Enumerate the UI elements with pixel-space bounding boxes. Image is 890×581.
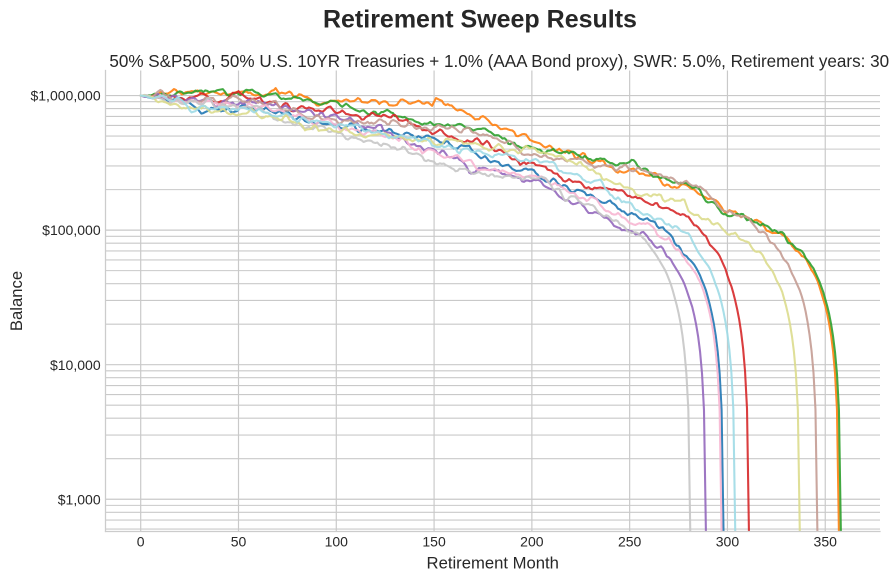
svg-text:0: 0: [137, 534, 145, 550]
svg-text:350: 350: [814, 534, 838, 550]
svg-text:50% S&P500, 50% U.S. 10YR Trea: 50% S&P500, 50% U.S. 10YR Treasuries + 1…: [109, 52, 889, 71]
svg-text:Retirement Month: Retirement Month: [427, 553, 559, 572]
svg-text:250: 250: [618, 534, 642, 550]
svg-text:200: 200: [520, 534, 544, 550]
svg-text:$10,000: $10,000: [50, 357, 101, 373]
svg-text:150: 150: [422, 534, 446, 550]
svg-text:$100,000: $100,000: [42, 222, 101, 238]
svg-text:300: 300: [716, 534, 740, 550]
svg-text:$1,000,000: $1,000,000: [30, 88, 100, 104]
svg-text:Retirement Sweep Results: Retirement Sweep Results: [323, 5, 637, 33]
svg-text:$1,000: $1,000: [58, 491, 101, 507]
svg-text:50: 50: [231, 534, 247, 550]
svg-text:Balance: Balance: [7, 271, 26, 331]
svg-text:100: 100: [325, 534, 349, 550]
